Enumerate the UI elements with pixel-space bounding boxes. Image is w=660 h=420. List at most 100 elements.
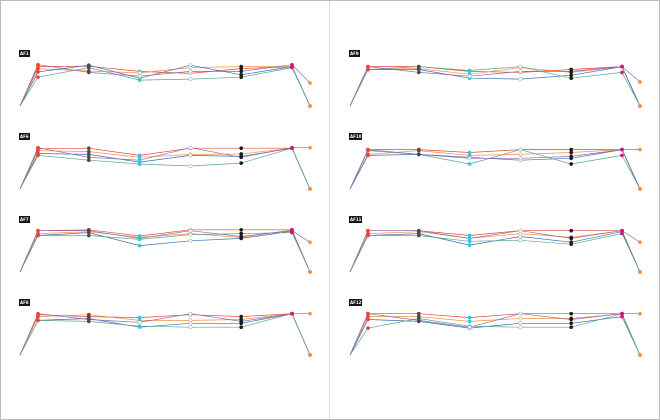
series-line [349,149,641,190]
data-point [308,270,312,274]
data-point [36,62,40,67]
data-point [518,316,523,321]
series-line [349,149,641,190]
data-point [366,311,370,316]
series-line [349,149,641,190]
data-point [36,228,40,233]
data-point [308,311,312,316]
series-line [349,233,641,273]
data-point [518,147,523,152]
data-point [36,75,40,80]
data-point [137,158,142,163]
data-point [308,187,312,191]
data-point [36,145,40,150]
data-point [467,319,472,324]
series-line [19,313,311,356]
panel-label: AF6 [19,133,30,140]
data-point [290,62,294,67]
data-point [416,228,421,233]
panel-label: AF9 [349,50,360,57]
data-point [416,233,421,238]
data-point [467,74,472,79]
data-point [620,228,624,233]
data-point [188,145,193,150]
data-point [467,236,472,241]
data-point [290,311,294,316]
data-point [467,243,472,247]
series-line [19,147,311,190]
data-point [86,155,91,160]
data-point [239,161,244,165]
data-point [638,353,642,357]
data-point [638,270,642,274]
series-line [349,316,641,356]
data-point [638,240,642,245]
data-point [569,228,574,233]
series-line [349,66,641,107]
data-point [239,234,244,239]
data-point [620,64,624,69]
data-point [188,238,193,243]
data-point [308,81,312,85]
data-point [366,233,370,238]
data-point [569,317,574,322]
data-point [569,162,574,166]
data-point [638,104,642,108]
data-point [518,152,523,157]
series-line [19,230,311,273]
data-point [239,64,244,69]
data-point [188,63,193,68]
data-point [518,69,523,74]
data-point [308,240,312,245]
series-line [349,313,641,356]
data-point [137,320,142,325]
panel-chart [19,62,312,108]
panel-chart [19,311,312,357]
data-point [620,311,624,316]
data-point [518,234,523,239]
panel-label: AF1 [19,50,30,57]
series-line [19,313,311,356]
data-point [86,228,91,233]
data-point [518,156,523,161]
data-point [86,65,91,70]
series-line [349,313,641,356]
data-point [569,150,574,155]
series-line [19,64,311,107]
data-point [188,153,193,158]
data-point [416,64,421,69]
panel-chart [349,147,642,191]
data-point [518,64,523,69]
data-point [518,321,523,326]
data-point [239,69,244,74]
panel-chart [349,311,642,357]
data-point [467,315,472,320]
data-point [569,236,574,241]
series-line [19,229,311,273]
data-point [638,311,642,316]
data-point [416,318,421,323]
data-point [86,312,91,317]
data-point [467,68,472,73]
data-point [620,147,624,152]
data-point [366,228,370,233]
data-point [569,76,574,81]
data-point [86,317,91,322]
data-point [239,319,244,324]
data-point [188,321,193,326]
series-line [19,147,311,190]
data-point [366,153,370,158]
series-line [19,229,311,273]
data-point [239,227,244,232]
data-point [239,75,244,80]
data-point [569,242,574,247]
data-point [638,187,642,191]
data-point [239,325,244,330]
panel-chart [349,228,642,274]
data-point [188,69,193,74]
data-point [137,324,142,329]
series-line [19,64,311,107]
series-line [349,66,641,107]
